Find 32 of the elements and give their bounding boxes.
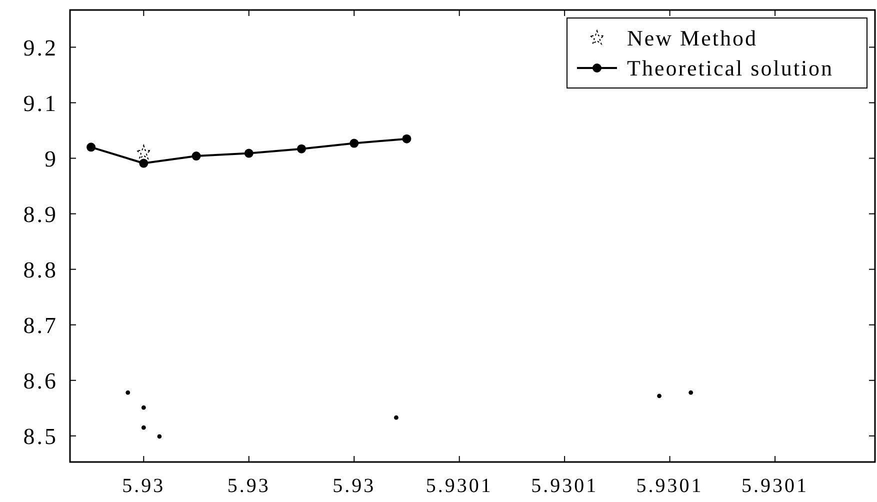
point — [141, 405, 146, 410]
point — [402, 134, 412, 144]
point — [192, 152, 201, 161]
y-tick-label: 8.7 — [23, 312, 58, 338]
legend-label: New Method — [627, 26, 758, 51]
x-tick-label: 5.9301 — [426, 475, 493, 497]
y-tick-label: 9 — [44, 146, 58, 172]
point — [141, 425, 146, 430]
y-tick-label: 8.6 — [23, 368, 58, 394]
x-tick-label: 5.9301 — [742, 475, 809, 497]
x-tick-label: 5.9301 — [531, 475, 598, 497]
point — [394, 415, 398, 420]
point — [126, 390, 130, 395]
x-tick-label: 5.9301 — [636, 475, 704, 497]
point — [139, 158, 148, 168]
point — [244, 148, 254, 158]
point — [86, 142, 96, 152]
point — [657, 394, 662, 398]
x-tick-label: 5.93 — [122, 475, 166, 497]
y-tick-label: 9.1 — [23, 90, 58, 116]
y-tick-label: 8.8 — [23, 257, 58, 282]
point — [688, 390, 694, 395]
y-tick-label: 8.5 — [23, 424, 58, 449]
legend-label: Theoretical solution — [627, 56, 834, 81]
point — [297, 144, 306, 154]
x-tick-label: 5.93 — [332, 475, 376, 497]
y-tick-label: 8.9 — [23, 202, 58, 227]
x-tick-label: 5.93 — [227, 475, 270, 497]
y-tick-label: 9.2 — [23, 35, 58, 60]
point — [350, 138, 359, 148]
point — [157, 434, 162, 439]
point — [136, 144, 152, 160]
